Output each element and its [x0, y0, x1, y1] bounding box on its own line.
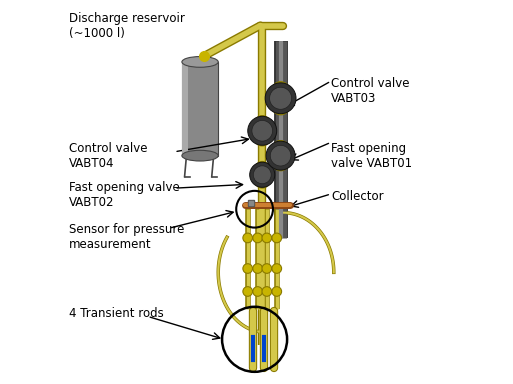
Circle shape	[272, 154, 289, 171]
Text: Control valve
VABT04: Control valve VABT04	[69, 142, 148, 170]
Text: Fast opening
valve VABT01: Fast opening valve VABT01	[331, 142, 412, 170]
Circle shape	[272, 233, 282, 243]
Ellipse shape	[182, 56, 218, 67]
Circle shape	[265, 83, 296, 114]
Bar	[182, 62, 218, 156]
Circle shape	[272, 287, 282, 296]
Text: Fast opening valve
VABT02: Fast opening valve VABT02	[69, 180, 180, 209]
Text: Discharge reservoir
(~1000 l): Discharge reservoir (~1000 l)	[69, 12, 185, 40]
Circle shape	[272, 264, 282, 273]
Text: Sensor for pressure
measurement: Sensor for pressure measurement	[69, 223, 184, 251]
Circle shape	[272, 97, 289, 115]
Text: Control valve
VABT03: Control valve VABT03	[331, 77, 409, 105]
Circle shape	[253, 287, 263, 296]
Circle shape	[254, 116, 270, 132]
Circle shape	[253, 233, 263, 243]
Circle shape	[262, 233, 272, 243]
Circle shape	[248, 116, 277, 145]
Circle shape	[266, 141, 295, 170]
Circle shape	[262, 287, 272, 296]
Circle shape	[253, 166, 271, 184]
Ellipse shape	[182, 150, 218, 161]
Circle shape	[270, 87, 291, 109]
Text: 4 Transient rods: 4 Transient rods	[69, 307, 164, 320]
Circle shape	[254, 129, 270, 146]
Circle shape	[262, 264, 272, 273]
Circle shape	[250, 162, 275, 187]
Circle shape	[272, 141, 289, 157]
Circle shape	[272, 82, 289, 99]
Text: Collector: Collector	[331, 190, 384, 203]
Circle shape	[243, 233, 252, 243]
Circle shape	[254, 161, 270, 177]
Bar	[182, 62, 188, 156]
Circle shape	[243, 264, 252, 273]
Circle shape	[253, 264, 263, 273]
Circle shape	[252, 121, 272, 141]
Circle shape	[254, 173, 270, 188]
Circle shape	[270, 145, 291, 166]
Circle shape	[243, 287, 252, 296]
